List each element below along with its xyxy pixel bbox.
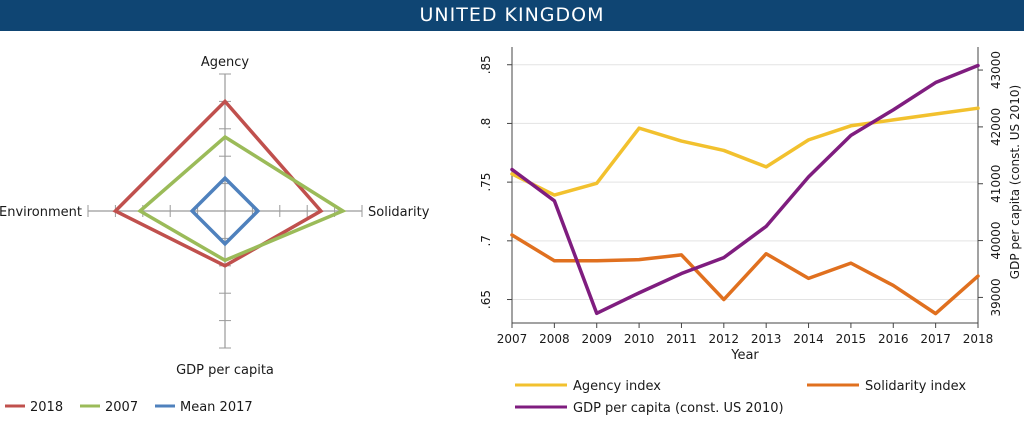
x-tick-label: 2007 xyxy=(497,332,528,346)
radar-chart: Agency Solidarity GDP per capita Environmen… xyxy=(0,55,430,415)
y-tick-label: .75 xyxy=(479,173,493,192)
y2-tick-label: 42000 xyxy=(989,108,1003,146)
radar-series-polygon xyxy=(112,98,324,268)
x-tick-label: 2012 xyxy=(709,332,740,346)
page-title: UNITED KINGDOM xyxy=(0,0,1024,31)
x-tick-label: 2010 xyxy=(624,332,655,346)
radar-axis-label: Agency xyxy=(201,55,250,70)
y2-axis-label: GDP per capita (const. US 2010) xyxy=(1008,85,1022,279)
line-series xyxy=(510,63,980,316)
line-legend-label: GDP per capita (const. US 2010) xyxy=(573,401,784,416)
y-tick-label: .7 xyxy=(479,235,493,246)
line-series xyxy=(510,106,980,197)
y-tick-label: .8 xyxy=(479,118,493,129)
radar-series-polygon xyxy=(189,175,261,247)
x-tick-label: 2016 xyxy=(878,332,909,346)
line-chart: .65 .7 .75 .8 .85 39000 40000 41000 42000 43000 GD… xyxy=(479,47,1022,416)
y-tick-label: .85 xyxy=(479,55,493,74)
radar-legend-label: Mean 2017 xyxy=(180,400,253,415)
x-tick-label: 2008 xyxy=(539,332,570,346)
x-tick-label: 2017 xyxy=(920,332,951,346)
radar-legend-label: 2018 xyxy=(30,400,63,415)
x-tick-label: 2015 xyxy=(836,332,867,346)
x-tick-label: 2014 xyxy=(793,332,824,346)
y2-tick-label: 39000 xyxy=(989,278,1003,316)
radar-axis-label: Solidarity xyxy=(368,205,430,220)
radar-axis-label: GDP per capita xyxy=(176,363,274,378)
y2-tick-label: 40000 xyxy=(989,221,1003,259)
x-tick-label: 2013 xyxy=(751,332,782,346)
x-tick-label: 2018 xyxy=(963,332,994,346)
x-tick-label: 2011 xyxy=(666,332,697,346)
radar-axis-label: Environment xyxy=(0,205,82,220)
y2-tick-label: 41000 xyxy=(989,165,1003,203)
y2-tick-label: 43000 xyxy=(989,51,1003,89)
line-legend-label: Solidarity index xyxy=(865,379,966,394)
line-legend-label: Agency index xyxy=(573,379,661,394)
radar-legend-label: 2007 xyxy=(105,400,138,415)
x-axis-label: Year xyxy=(730,348,759,363)
line-series xyxy=(510,233,980,316)
x-tick-label: 2009 xyxy=(581,332,612,346)
radar-series-polygon xyxy=(137,134,347,263)
y-tick-label: .65 xyxy=(479,290,493,309)
